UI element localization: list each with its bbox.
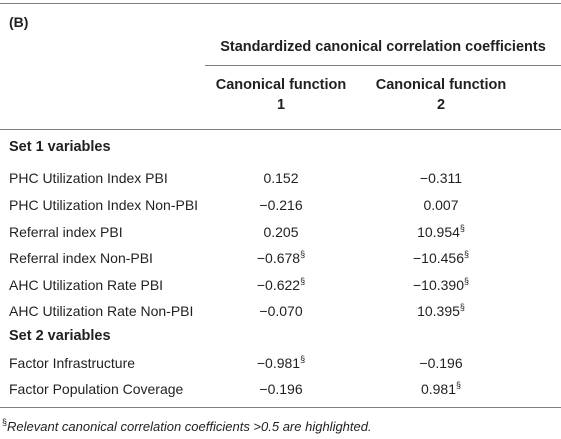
top-rule <box>0 3 561 4</box>
coef-fn1: −0.678§ <box>256 249 306 267</box>
spanner-header: Standardized canonical correlation coeff… <box>220 39 546 55</box>
spanner-rule <box>205 65 561 66</box>
row-label: AHC Utilization Rate Non-PBI <box>9 303 194 319</box>
coef-fn1: −0.070 <box>259 303 303 319</box>
coef-fn1: −0.196 <box>259 381 303 397</box>
bottom-rule <box>0 407 561 408</box>
coef-fn2: 10.395§ <box>417 302 465 320</box>
coef-fn1: 0.152 <box>263 170 299 186</box>
row-label: PHC Utilization Index PBI <box>9 170 168 186</box>
col2-header-line2: 2 <box>436 97 446 113</box>
coef-fn2: 0.981§ <box>420 380 462 398</box>
coef-fn2: 0.007 <box>423 197 459 213</box>
coef-fn1: 0.205 <box>263 224 299 240</box>
section-title: Set 2 variables <box>9 328 111 344</box>
row-label: Referral index PBI <box>9 224 123 240</box>
col1-header-line1: Canonical function <box>215 77 347 93</box>
col1-header-line2: 1 <box>276 97 286 113</box>
row-label: PHC Utilization Index Non-PBI <box>9 197 199 213</box>
coef-fn2: −0.311 <box>419 170 463 186</box>
row-label: Referral index Non-PBI <box>9 250 153 266</box>
coef-fn1: −0.216 <box>259 197 303 213</box>
col2-header-line1: Canonical function <box>375 77 507 93</box>
section-title: Set 1 variables <box>9 139 111 155</box>
header-rule <box>0 129 561 130</box>
coef-fn1: −0.981§ <box>256 354 306 372</box>
coef-fn2: −0.196 <box>419 355 463 371</box>
footnote: §Relevant canonical correlation coeffici… <box>2 417 372 435</box>
row-label: Factor Infrastructure <box>9 355 136 371</box>
panel-label: (B) <box>9 14 29 30</box>
row-label: Factor Population Coverage <box>9 381 184 397</box>
footnote-mark: § <box>2 417 8 427</box>
coef-fn1: −0.622§ <box>256 276 306 294</box>
coef-fn2: −10.390§ <box>412 276 469 294</box>
coef-fn2: −10.456§ <box>412 249 469 267</box>
coef-fn2: 10.954§ <box>417 223 465 241</box>
row-label: AHC Utilization Rate PBI <box>9 277 164 293</box>
